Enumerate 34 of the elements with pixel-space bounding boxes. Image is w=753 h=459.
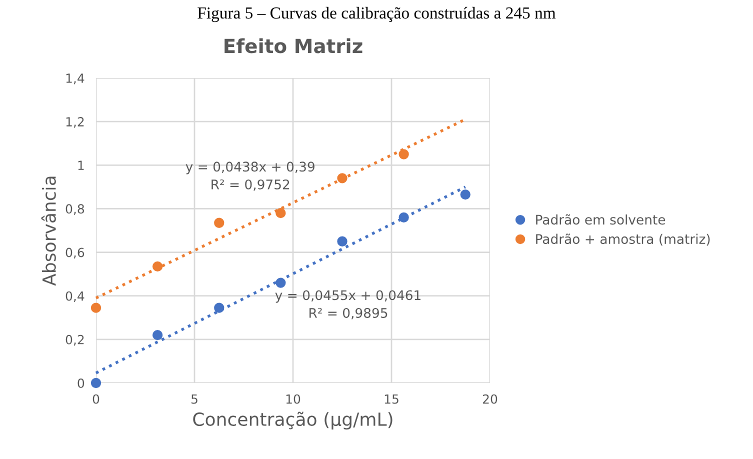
point: [90, 302, 102, 313]
point: [214, 218, 224, 228]
legend-label: Padrão em solvente: [536, 214, 666, 225]
annotation: y = 0,0455x + 0,0461 R² = 0,9895: [275, 290, 420, 320]
y-tick-label: 1,2: [66, 117, 84, 128]
y-tick-label: 1: [78, 160, 84, 170]
x-tick-label: 20: [482, 394, 498, 404]
point: [337, 236, 348, 246]
y-axis-title: Absorvância: [41, 176, 56, 286]
point: [214, 302, 224, 313]
x-tick-label: 0: [92, 394, 100, 404]
x-tick-label: 10: [286, 394, 300, 404]
point: [398, 212, 409, 223]
point: [90, 378, 102, 388]
y-tick-label: 1,4: [66, 74, 84, 84]
point: [337, 173, 348, 184]
y-tick-label: 0,4: [66, 291, 84, 302]
x-tick-label: 5: [191, 394, 198, 404]
chart-title: Efeito Matriz: [224, 38, 362, 54]
y-tick-label: 0,6: [66, 248, 84, 258]
point: [152, 261, 163, 272]
x-axis-title: Concentração (µg/mL): [193, 412, 392, 430]
y-tick-label: 0,2: [66, 334, 84, 346]
annotation: y = 0,0438x + 0,39 R² = 0,9752: [186, 162, 314, 191]
point: [276, 278, 286, 288]
point: [276, 208, 286, 218]
y-tick-label: 0: [78, 378, 84, 388]
x-tick-label: 15: [384, 394, 398, 404]
text: Figura 5 – Curvas de calibração construídas a 245 nm: [198, 6, 556, 22]
point: [152, 330, 163, 340]
legend-label: Padrão + amostra (matriz): [536, 234, 710, 246]
y-tick-label: 0,8: [66, 204, 84, 215]
point: [398, 149, 409, 160]
point: [460, 189, 470, 200]
